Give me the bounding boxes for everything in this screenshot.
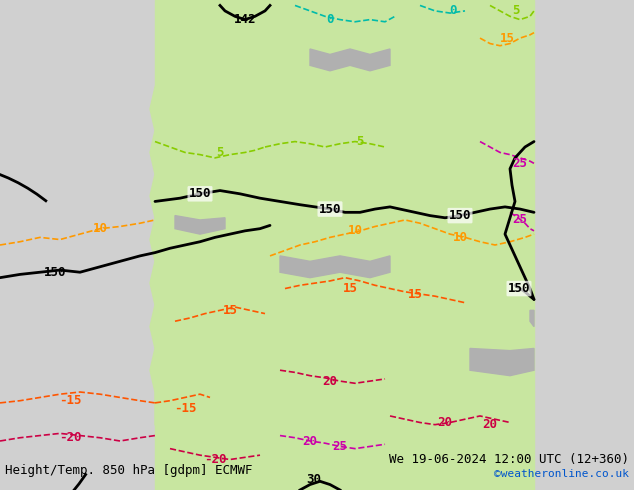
Polygon shape: [150, 33, 534, 436]
Text: 10: 10: [93, 222, 108, 235]
Text: -15: -15: [174, 402, 197, 415]
Text: 0: 0: [450, 4, 456, 17]
Text: ©weatheronline.co.uk: ©weatheronline.co.uk: [494, 469, 629, 479]
Text: 30: 30: [306, 473, 321, 486]
Text: -20: -20: [59, 431, 81, 444]
Polygon shape: [175, 216, 225, 234]
Text: 25: 25: [512, 214, 527, 226]
Text: 15: 15: [342, 282, 358, 295]
Polygon shape: [530, 310, 534, 327]
Text: 5: 5: [356, 135, 364, 148]
Text: 20: 20: [302, 435, 318, 447]
Polygon shape: [310, 49, 390, 71]
Text: 15: 15: [500, 32, 515, 45]
Text: We 19-06-2024 12:00 UTC (12+360): We 19-06-2024 12:00 UTC (12+360): [389, 453, 629, 466]
Polygon shape: [155, 0, 534, 490]
Text: 5: 5: [216, 146, 224, 159]
Text: -15: -15: [59, 394, 81, 407]
Text: 25: 25: [332, 440, 347, 453]
Text: 150: 150: [189, 187, 211, 200]
Text: 5: 5: [512, 4, 520, 17]
Text: 20: 20: [323, 375, 337, 388]
Text: -20: -20: [204, 453, 226, 466]
Text: 150: 150: [508, 282, 530, 295]
Text: 150: 150: [44, 266, 66, 279]
Text: 150: 150: [449, 209, 471, 222]
Text: 20: 20: [437, 416, 453, 429]
Text: 10: 10: [347, 224, 363, 237]
Text: 25: 25: [512, 157, 527, 170]
Text: 10: 10: [453, 231, 467, 244]
Text: 15: 15: [223, 304, 238, 317]
Text: 150: 150: [319, 202, 341, 216]
Text: 20: 20: [482, 418, 498, 431]
Polygon shape: [280, 256, 390, 278]
Polygon shape: [470, 348, 534, 376]
Text: 142: 142: [234, 13, 256, 26]
Text: Height/Temp. 850 hPa [gdpm] ECMWF: Height/Temp. 850 hPa [gdpm] ECMWF: [5, 464, 252, 477]
Text: 0: 0: [327, 13, 333, 26]
Text: 15: 15: [408, 288, 422, 300]
